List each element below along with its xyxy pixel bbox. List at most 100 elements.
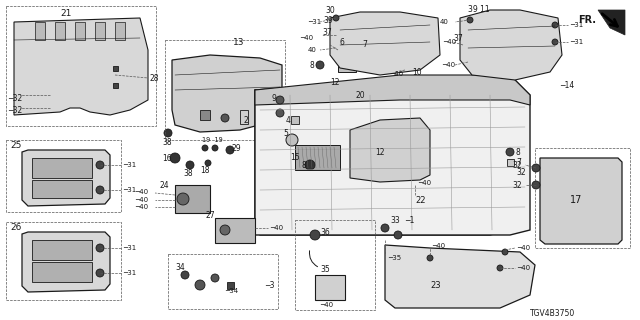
Text: 40: 40	[440, 19, 449, 25]
Circle shape	[195, 280, 205, 290]
Circle shape	[276, 96, 284, 104]
Bar	[35, 22, 45, 40]
Circle shape	[221, 114, 229, 122]
Text: ─31: ─31	[570, 22, 583, 28]
Circle shape	[502, 249, 508, 255]
Circle shape	[96, 186, 104, 194]
Text: 27: 27	[205, 211, 214, 220]
Text: ─40: ─40	[418, 180, 431, 186]
Text: 7: 7	[362, 39, 367, 49]
Text: ─31: ─31	[123, 187, 136, 193]
Text: ─40: ─40	[135, 204, 148, 210]
Circle shape	[286, 134, 298, 146]
Text: 34: 34	[175, 263, 185, 273]
Bar	[506, 158, 513, 165]
Polygon shape	[22, 232, 110, 292]
Circle shape	[211, 274, 219, 282]
Circle shape	[552, 39, 558, 45]
Text: ─40: ─40	[390, 71, 403, 77]
Bar	[32, 262, 92, 282]
Text: 39: 39	[323, 15, 333, 25]
Text: ─31: ─31	[123, 270, 136, 276]
Bar	[175, 185, 210, 213]
Text: 36: 36	[320, 228, 330, 236]
Bar	[6, 222, 121, 300]
Text: ─40: ─40	[135, 197, 148, 203]
Text: ─32: ─32	[8, 93, 22, 102]
Bar	[95, 22, 105, 40]
Bar	[535, 148, 630, 248]
Bar	[291, 116, 299, 124]
Circle shape	[394, 231, 402, 239]
Text: ─40: ─40	[432, 243, 445, 249]
Text: 37: 37	[453, 34, 463, 43]
Circle shape	[381, 224, 389, 232]
Bar	[295, 145, 340, 170]
Text: 12: 12	[330, 77, 339, 86]
Text: 26: 26	[10, 222, 21, 231]
Bar	[315, 275, 345, 300]
Circle shape	[333, 15, 339, 21]
Text: 7: 7	[516, 157, 521, 166]
Circle shape	[497, 265, 503, 271]
Circle shape	[96, 161, 104, 169]
Bar	[338, 50, 356, 72]
Text: ─14: ─14	[560, 81, 574, 90]
Text: ─1: ─1	[405, 215, 414, 225]
Bar	[32, 240, 92, 260]
Text: ─31: ─31	[570, 39, 583, 45]
Text: 9: 9	[272, 93, 277, 102]
Circle shape	[427, 255, 433, 261]
Text: 10: 10	[412, 68, 422, 76]
Text: 22: 22	[415, 196, 426, 204]
Bar	[240, 110, 248, 124]
Text: 8: 8	[302, 161, 307, 170]
Text: ─35: ─35	[388, 255, 401, 261]
Circle shape	[212, 145, 218, 151]
Text: 8: 8	[516, 148, 521, 156]
Text: 38: 38	[183, 169, 193, 178]
Circle shape	[305, 160, 315, 170]
Text: 17: 17	[570, 195, 582, 205]
Polygon shape	[255, 75, 530, 235]
Bar	[165, 40, 285, 140]
Bar	[168, 254, 278, 309]
Text: 20: 20	[355, 91, 365, 100]
Polygon shape	[22, 150, 110, 206]
Text: 33: 33	[390, 215, 400, 225]
Text: 38: 38	[162, 138, 172, 147]
Circle shape	[96, 244, 104, 252]
Text: 24: 24	[160, 180, 170, 189]
Bar	[75, 22, 85, 40]
Text: 39 11: 39 11	[468, 4, 490, 13]
Text: 16: 16	[162, 154, 172, 163]
Polygon shape	[598, 10, 625, 35]
Text: ─40: ─40	[517, 265, 530, 271]
Text: ─31: ─31	[123, 245, 136, 251]
Text: 13: 13	[233, 37, 244, 46]
Polygon shape	[360, 50, 378, 68]
Text: 35: 35	[320, 266, 330, 275]
Text: ─31: ─31	[123, 162, 136, 168]
Text: 18: 18	[200, 165, 209, 174]
Bar	[215, 218, 255, 243]
Bar	[295, 220, 375, 310]
Text: 37: 37	[322, 28, 332, 36]
Bar	[227, 282, 234, 289]
Text: 8: 8	[310, 60, 315, 69]
Circle shape	[226, 146, 234, 154]
Text: 6: 6	[340, 37, 345, 46]
Bar	[55, 22, 65, 40]
Bar	[115, 22, 125, 40]
Polygon shape	[385, 245, 535, 308]
Text: 15: 15	[290, 153, 300, 162]
Bar	[113, 66, 118, 70]
Text: ─34: ─34	[225, 288, 238, 294]
Text: ─40: ─40	[300, 35, 313, 41]
Bar	[200, 110, 210, 120]
Text: ─31: ─31	[308, 19, 321, 25]
Circle shape	[532, 181, 540, 189]
Text: 2: 2	[244, 116, 249, 124]
Circle shape	[170, 153, 180, 163]
Polygon shape	[540, 158, 622, 244]
